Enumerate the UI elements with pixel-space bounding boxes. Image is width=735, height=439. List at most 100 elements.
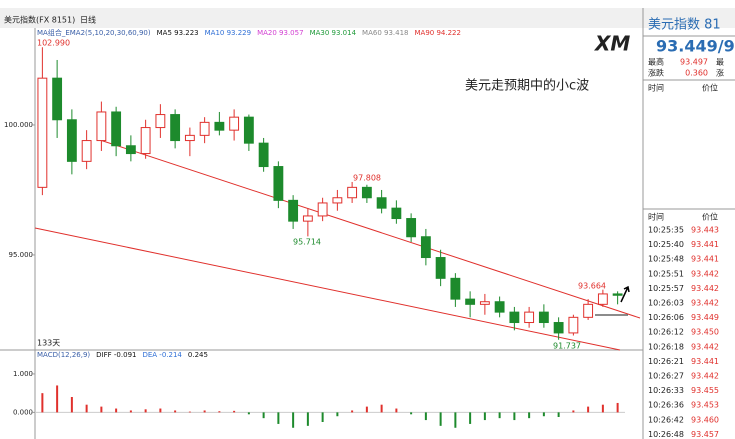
candle-body xyxy=(125,145,136,155)
candle-body xyxy=(361,186,372,199)
macd-bar xyxy=(321,412,324,422)
candle-body xyxy=(302,215,313,222)
tick-price: 93.453 xyxy=(691,401,719,410)
y-tick-label: 95.000 xyxy=(9,251,34,259)
tick-time: 10:26:18 xyxy=(648,342,684,351)
tick-price: 93.455 xyxy=(691,386,719,395)
candle-body xyxy=(273,166,284,201)
macd-bar xyxy=(601,404,604,413)
top-bar xyxy=(0,8,735,28)
candle-body xyxy=(258,142,269,168)
candle-body xyxy=(479,301,490,305)
column-header: 时间 xyxy=(648,83,664,93)
macd-bar xyxy=(557,412,560,417)
legend-entry: MACD(12,26,9) xyxy=(37,351,90,359)
legend-entry: MA5 93.223 xyxy=(157,29,199,37)
macd-bar xyxy=(188,411,191,413)
quote-label: 涨跌 xyxy=(648,68,664,78)
macd-bar xyxy=(395,408,398,413)
candle-body xyxy=(597,293,608,305)
annotation-text: 美元走预期中的小c波 xyxy=(465,78,589,94)
tick-price: 93.442 xyxy=(691,372,719,381)
tick-time: 10:26:12 xyxy=(648,328,684,337)
tick-price: 93.457 xyxy=(691,430,719,439)
candle-body xyxy=(465,298,476,305)
price-label: 93.664 xyxy=(578,282,606,291)
tick-time: 10:25:35 xyxy=(648,226,684,235)
macd-bar xyxy=(100,406,103,413)
macd-bar xyxy=(439,412,442,426)
tick-time: 10:25:40 xyxy=(648,240,684,249)
macd-bar xyxy=(616,402,619,413)
quote-label: 最 xyxy=(716,58,724,67)
macd-bar xyxy=(306,412,309,426)
macd-bar xyxy=(498,412,501,419)
legend-entry: DEA -0.214 xyxy=(142,351,182,359)
tick-price: 93.442 xyxy=(691,269,719,278)
logo: XM xyxy=(593,32,630,56)
macd-bar xyxy=(233,410,236,413)
candle-body xyxy=(66,119,77,162)
tick-price: 93.460 xyxy=(691,415,719,424)
quote-value: 93.497 xyxy=(680,58,708,67)
quote-label: 涨 xyxy=(716,68,724,78)
macd-bar xyxy=(85,404,88,413)
candle-body xyxy=(317,202,328,217)
candle-body xyxy=(288,199,299,222)
candle-body xyxy=(229,116,240,131)
tick-time: 10:26:21 xyxy=(648,357,684,366)
macd-bar xyxy=(469,412,472,424)
candle-body xyxy=(96,111,107,142)
candle-body xyxy=(538,311,549,324)
candle-body xyxy=(450,277,461,300)
candle-body xyxy=(199,121,210,136)
tick-time: 10:25:51 xyxy=(648,269,684,278)
price-label: 91.737 xyxy=(553,342,581,351)
quote-value: 0.360 xyxy=(685,69,708,78)
trend-line xyxy=(99,139,641,319)
candle-body xyxy=(347,186,358,199)
macd-bar xyxy=(41,393,44,413)
legend-entry: MA90 94.222 xyxy=(415,29,461,37)
macd-bar xyxy=(70,397,73,413)
macd-bar xyxy=(572,410,575,413)
macd-bar xyxy=(336,412,339,417)
instrument-tab[interactable]: 美元指数(FX 8151) xyxy=(4,15,75,25)
trend-line xyxy=(34,227,621,351)
tick-price: 93.449 xyxy=(691,313,719,322)
candle-body xyxy=(494,301,505,313)
bar-count: 133天 xyxy=(37,339,60,348)
y-tick-label: 0.000 xyxy=(13,408,33,416)
period-tab[interactable]: 日线 xyxy=(80,15,96,25)
macd-bar xyxy=(174,410,177,413)
macd-bar xyxy=(115,408,118,413)
candle-body xyxy=(583,303,594,318)
candle-body xyxy=(170,114,181,142)
candle-body xyxy=(553,322,564,334)
quote-price: 93.449/9 xyxy=(656,37,735,56)
y-tick-label: 100.000 xyxy=(4,121,33,129)
candle-body xyxy=(332,197,343,204)
macd-bar xyxy=(351,410,354,413)
macd-bar xyxy=(203,410,206,413)
legend-entry: MA组合_EMA2(5,10,20,30,60,90) xyxy=(37,28,151,37)
candle-body xyxy=(214,121,225,131)
tick-price: 93.443 xyxy=(691,226,719,235)
candle-body xyxy=(509,311,520,324)
arrow xyxy=(620,285,630,303)
candle-body xyxy=(37,77,48,188)
macd-bar xyxy=(365,406,368,413)
tick-time: 10:25:57 xyxy=(648,284,684,293)
macd-bar xyxy=(129,410,132,413)
tick-time: 10:26:06 xyxy=(648,313,684,322)
macd-bar xyxy=(483,412,486,421)
candle-body xyxy=(111,111,122,147)
tick-price: 93.442 xyxy=(691,299,719,308)
candle-body xyxy=(391,207,402,220)
macd-bar xyxy=(528,412,531,419)
tick-time: 10:26:27 xyxy=(648,372,684,381)
candle-body xyxy=(568,316,579,334)
legend-entry: 0.245 xyxy=(188,351,208,359)
macd-bar xyxy=(380,404,383,413)
